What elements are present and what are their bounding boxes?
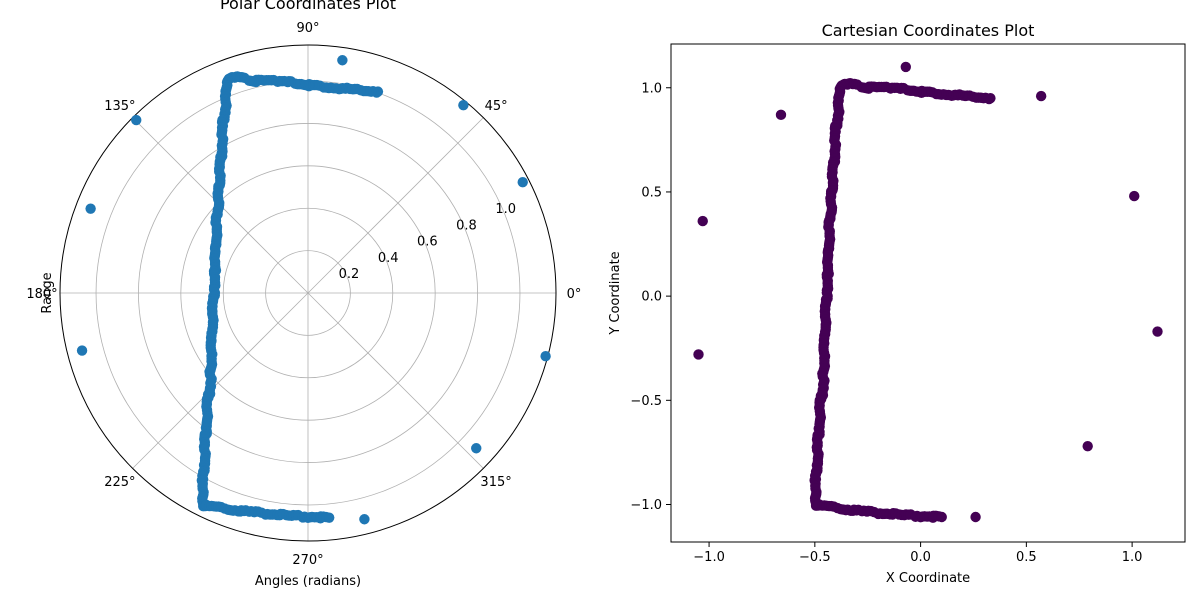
cartesian-x-tick-label: 0.0 xyxy=(910,550,931,565)
polar-data-point xyxy=(458,99,469,111)
cartesian-data-point xyxy=(693,349,704,360)
cartesian-points xyxy=(693,61,1163,523)
polar-data-point xyxy=(76,345,88,356)
cartesian-data-point xyxy=(697,215,708,227)
polar-angle-tick-label: 135° xyxy=(104,99,135,114)
polar-angle-tick-label: 270° xyxy=(292,553,323,568)
polar-angle-tick-label: 225° xyxy=(104,475,135,490)
cartesian-panel: −1.0 −0.5 0.0 0.5 1.0 −1.0 −0.5 0.0 0.5 1.0 Carte… xyxy=(608,21,1186,586)
polar-radial-tick-label: 0.8 xyxy=(456,218,477,233)
polar-data-point xyxy=(359,514,370,525)
polar-title: Polar Coordinates Plot xyxy=(220,0,396,13)
polar-radial-tick-label: 0.6 xyxy=(417,235,438,250)
cartesian-data-point xyxy=(1035,90,1047,102)
polar-xlabel: Angles (radians) xyxy=(255,574,361,589)
cartesian-data-point xyxy=(936,511,947,523)
cartesian-y-tick-label: 0.0 xyxy=(641,290,662,305)
polar-data-point xyxy=(85,203,96,214)
polar-angle-tick-label: 90° xyxy=(296,21,319,36)
cartesian-y-tick-label: −0.5 xyxy=(630,394,662,409)
polar-panel: 0° 45° 90° 135° 180° 225° 270° 315° 0.2 0.4 0.6 0.8… xyxy=(26,0,581,589)
polar-data-point xyxy=(471,443,482,454)
polar-ylabel: Range xyxy=(40,272,55,313)
cartesian-x-tick-label: −0.5 xyxy=(799,550,831,565)
polar-angular-gridline xyxy=(307,117,484,294)
cartesian-data-point xyxy=(1129,190,1140,202)
polar-radial-tick-label: 1.0 xyxy=(495,202,516,217)
cartesian-data-point xyxy=(775,109,787,121)
cartesian-xlabel: X Coordinate xyxy=(886,571,970,586)
polar-data-point xyxy=(337,55,348,66)
cartesian-title: Cartesian Coordinates Plot xyxy=(822,21,1035,40)
cartesian-data-point xyxy=(900,61,911,73)
cartesian-ticks: −1.0 −0.5 0.0 0.5 1.0 −1.0 −0.5 0.0 0.5 1.0 xyxy=(630,81,1142,565)
polar-angular-gridline xyxy=(307,292,484,469)
polar-angular-gridline xyxy=(132,292,309,469)
polar-angle-tick-label: 315° xyxy=(480,475,511,490)
cartesian-y-tick-label: 0.5 xyxy=(641,185,662,200)
polar-angle-tick-label: 0° xyxy=(567,287,582,302)
cartesian-y-tick-label: 1.0 xyxy=(641,81,662,96)
polar-data-point xyxy=(131,114,142,126)
polar-points xyxy=(76,55,551,525)
polar-ticks: 0° 45° 90° 135° 180° 225° 270° 315° 0.2 0.4 0.6 0.8… xyxy=(26,21,581,568)
cartesian-axes-frame xyxy=(670,43,1186,543)
cartesian-x-tick-label: 1.0 xyxy=(1122,550,1143,565)
polar-data-point xyxy=(517,176,528,188)
polar-angle-tick-label: 45° xyxy=(485,99,508,114)
polar-radial-tick-label: 0.4 xyxy=(378,251,399,266)
polar-data-point xyxy=(540,351,551,362)
cartesian-y-tick-label: −1.0 xyxy=(630,498,662,513)
cartesian-x-tick-label: −1.0 xyxy=(693,550,725,565)
polar-data-point xyxy=(324,512,335,523)
polar-angle-tick-label: 180° xyxy=(26,287,57,302)
polar-radial-tick-label: 0.2 xyxy=(339,267,360,282)
cartesian-ylabel: Y Coordinate xyxy=(608,251,623,335)
cartesian-data-point xyxy=(970,511,981,523)
cartesian-data-point xyxy=(1152,326,1163,337)
cartesian-x-tick-label: 0.5 xyxy=(1016,550,1037,565)
cartesian-data-point xyxy=(1082,440,1093,452)
polar-outer-boundary xyxy=(59,44,557,542)
